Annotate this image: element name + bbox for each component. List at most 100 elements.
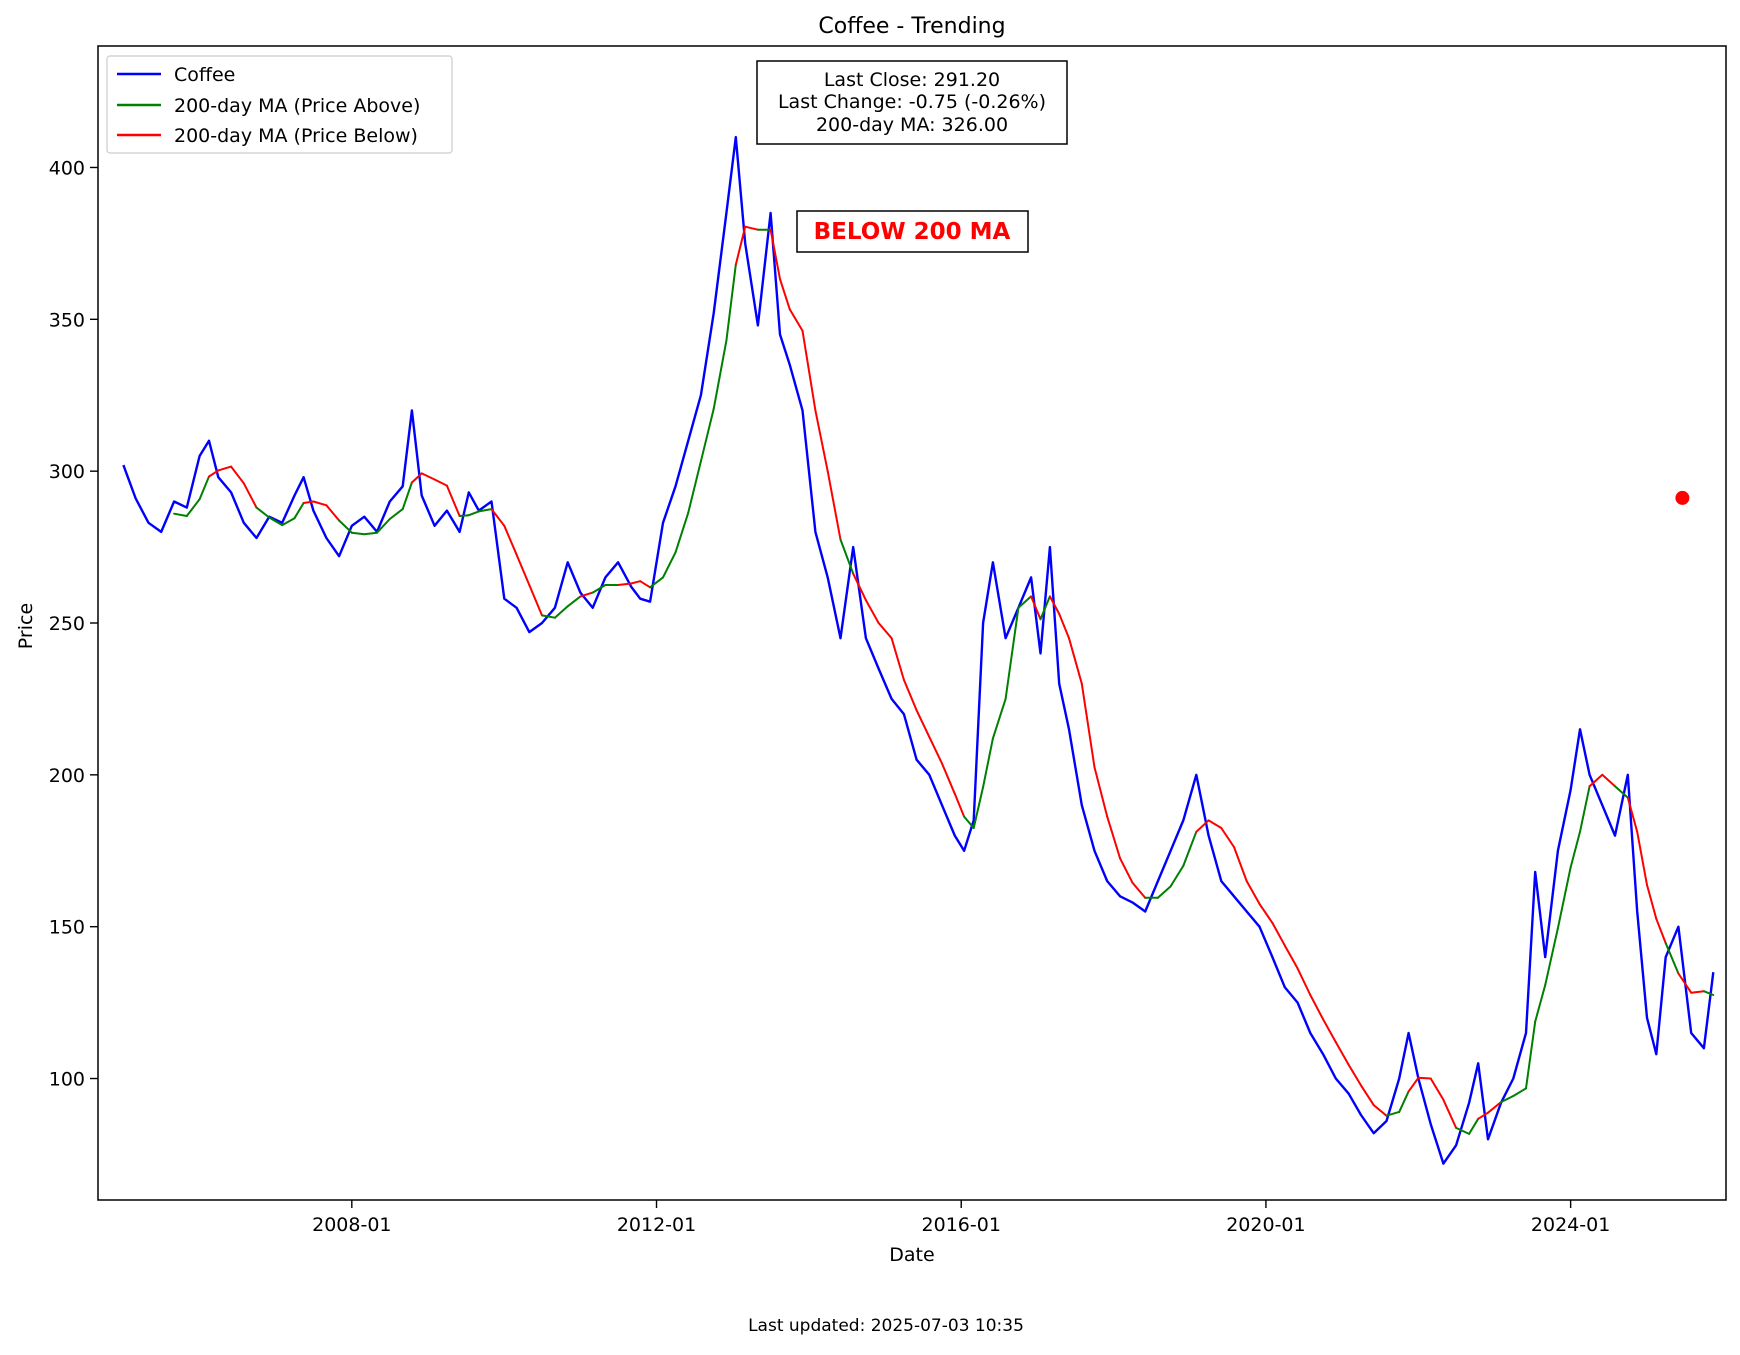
x-axis-label: Date — [889, 1244, 934, 1266]
y-tick-label: 100 — [49, 1069, 85, 1091]
ma-segment-below — [1442, 1098, 1458, 1129]
y-tick-label: 250 — [49, 613, 85, 635]
ma-segment-above — [1544, 927, 1559, 987]
ma-segment-below — [490, 508, 506, 527]
x-tick-label: 2012-01 — [617, 1214, 696, 1236]
ma-segment-above — [338, 519, 353, 534]
ma-segment-below — [1271, 921, 1286, 947]
ma-segment-above — [972, 786, 985, 829]
ma-segment-below — [928, 735, 943, 765]
ma-segment-below — [1058, 612, 1070, 640]
ma-segment-above — [963, 815, 975, 829]
ma-segment-below — [217, 465, 233, 472]
ma-segment-above — [467, 510, 480, 517]
ma-segment-above — [725, 263, 737, 342]
ma-segment-below — [630, 580, 642, 585]
ma-segment-below — [769, 228, 781, 281]
ma-segment-below — [864, 599, 880, 624]
ma-segment-above — [388, 508, 404, 520]
ma-segment-below — [1588, 773, 1604, 788]
ma-segment-above — [1039, 595, 1051, 621]
ma-segment-below — [1309, 994, 1325, 1021]
ma-segment-above — [1004, 606, 1020, 700]
ma-segment-below — [302, 500, 315, 504]
ma-segment-above — [1569, 830, 1581, 869]
ma-segment-above — [1614, 785, 1629, 799]
x-tick-label: 2016-01 — [922, 1214, 1001, 1236]
y-axis-label: Price — [15, 603, 37, 649]
ma-segment-below — [902, 678, 918, 712]
ma-segment-below — [890, 637, 905, 681]
ma-segment-above — [1500, 1095, 1515, 1104]
info-last-change: Last Change: -0.75 (-0.26%) — [778, 91, 1046, 113]
ma-segment-above — [1525, 1020, 1537, 1090]
ma-segment-above — [839, 538, 855, 575]
ma-segment-below — [1372, 1104, 1388, 1117]
ma-segment-below — [1636, 830, 1648, 886]
ma-segment-below — [826, 470, 842, 541]
signal-text: BELOW 200 MA — [814, 219, 1011, 245]
ma-segment-above — [1398, 1090, 1410, 1113]
ma-segment-above — [268, 516, 284, 527]
ma-segment-below — [1068, 637, 1083, 685]
y-tick-label: 150 — [49, 917, 85, 939]
ma-segment-below — [1258, 902, 1274, 924]
ma-segment-below — [744, 225, 759, 231]
ma-segment-above — [662, 551, 677, 579]
ma-segment-above — [1455, 1126, 1471, 1135]
ma-segment-above — [350, 531, 366, 536]
ma-segment-above — [1017, 595, 1033, 609]
ma-segment-below — [1296, 967, 1312, 996]
ma-segment-above — [1385, 1110, 1401, 1117]
info-last-close: Last Close: 291.20 — [824, 69, 1000, 91]
ma-segment-below — [312, 500, 328, 507]
ma-segment-below — [814, 409, 829, 473]
ma-segment-below — [1690, 990, 1705, 994]
legend-label-ma-below: 200-day MA (Price Below) — [174, 125, 418, 147]
ma-segment-below — [617, 582, 633, 586]
ma-segment-below — [1322, 1018, 1337, 1044]
ma-segment-below — [1233, 846, 1248, 883]
ma-segment-above — [566, 595, 582, 608]
ma-segment-above — [649, 576, 664, 589]
ma-segment-above — [991, 697, 1007, 740]
x-tick-label: 2020-01 — [1226, 1214, 1305, 1236]
ma-segment-below — [1106, 815, 1122, 860]
y-tick-label: 350 — [49, 309, 85, 331]
ma-segment-below — [503, 524, 518, 556]
ma-segment-below — [1093, 766, 1109, 818]
ma-segment-below — [1417, 1076, 1432, 1080]
ma-segment-below — [1626, 796, 1639, 833]
ma-segment-above — [1579, 785, 1591, 833]
info-box-frame — [756, 60, 1068, 145]
ma-segment-below — [779, 278, 791, 311]
legend-label-ma-above: 200-day MA (Price Above) — [174, 95, 420, 117]
ma-segment-below — [230, 465, 245, 485]
ma-segment-above — [1156, 885, 1172, 899]
ma-segment-above — [1702, 990, 1715, 996]
ma-segment-below — [242, 482, 258, 509]
legend-label-coffee: Coffee — [174, 64, 235, 86]
ma-segment-below — [788, 308, 804, 332]
ma-segment-above — [1556, 866, 1572, 930]
x-tick-label: 2008-01 — [312, 1214, 391, 1236]
ma-segment-above — [1664, 942, 1680, 975]
ma-segment-below — [1030, 595, 1042, 621]
ma-segment-below — [1131, 881, 1147, 899]
ma-segment-below — [208, 469, 220, 478]
ma-segment-below — [528, 584, 543, 617]
ma-segment-above — [458, 514, 470, 517]
ma-segment-below — [1477, 1111, 1489, 1120]
info-ma-value: 200-day MA: 326.00 — [816, 114, 1008, 136]
signal-box-frame — [796, 210, 1029, 253]
ma-segment-below — [1429, 1077, 1445, 1101]
ma-segment-below — [941, 762, 956, 795]
ma-segment-above — [982, 737, 994, 788]
ma-segment-below — [1220, 827, 1235, 848]
ma-segment-below — [734, 225, 747, 266]
ma-segment-below — [325, 504, 341, 522]
signal-box: BELOW 200 MA — [796, 210, 1029, 253]
y-tick-label: 200 — [49, 765, 85, 787]
ma-segment-above — [198, 475, 210, 501]
